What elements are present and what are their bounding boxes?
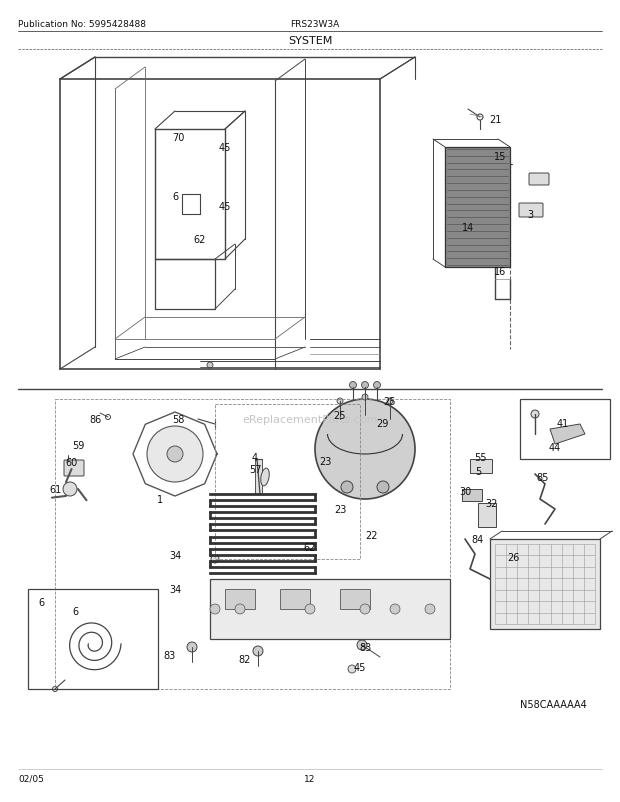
Circle shape <box>377 481 389 493</box>
Text: 44: 44 <box>549 443 561 452</box>
Circle shape <box>211 555 219 563</box>
Text: 29: 29 <box>376 419 388 428</box>
Text: 5: 5 <box>475 467 481 476</box>
Bar <box>470 460 492 473</box>
Text: 62: 62 <box>304 542 316 553</box>
Text: 55: 55 <box>474 452 486 463</box>
Bar <box>490 539 600 630</box>
Circle shape <box>63 482 77 496</box>
Circle shape <box>531 411 539 419</box>
Text: 3: 3 <box>527 210 533 220</box>
Bar <box>520 399 610 460</box>
Circle shape <box>425 604 435 614</box>
Circle shape <box>350 382 356 389</box>
Circle shape <box>337 399 343 404</box>
Text: 57: 57 <box>249 464 261 475</box>
Bar <box>340 589 370 610</box>
Text: FRS23W3A: FRS23W3A <box>290 20 339 29</box>
Circle shape <box>305 604 315 614</box>
Text: 59: 59 <box>72 440 84 451</box>
Circle shape <box>348 665 356 673</box>
Circle shape <box>373 382 381 389</box>
Text: 85: 85 <box>537 472 549 482</box>
Text: 84: 84 <box>472 534 484 545</box>
Circle shape <box>147 427 203 482</box>
Circle shape <box>357 640 367 650</box>
Text: 22: 22 <box>366 530 378 541</box>
Text: 02/05: 02/05 <box>18 774 44 783</box>
Circle shape <box>187 642 197 652</box>
FancyBboxPatch shape <box>529 174 549 186</box>
Text: 86: 86 <box>89 415 101 424</box>
Bar <box>478 504 496 528</box>
Circle shape <box>253 646 263 656</box>
FancyBboxPatch shape <box>519 204 543 217</box>
Text: 14: 14 <box>462 223 474 233</box>
Bar <box>28 589 158 689</box>
Circle shape <box>167 447 183 463</box>
Circle shape <box>207 363 213 369</box>
Bar <box>280 589 310 610</box>
Text: 12: 12 <box>304 774 316 783</box>
Text: 82: 82 <box>239 654 251 664</box>
Text: 30: 30 <box>459 486 471 496</box>
Bar <box>445 148 510 268</box>
Text: 45: 45 <box>219 202 231 212</box>
Circle shape <box>211 585 219 593</box>
Text: 60: 60 <box>66 457 78 468</box>
Bar <box>210 579 450 639</box>
Text: 70: 70 <box>172 133 184 143</box>
Text: 23: 23 <box>319 456 331 467</box>
Text: 45: 45 <box>354 662 366 672</box>
Text: 45: 45 <box>219 143 231 153</box>
Text: 25: 25 <box>384 396 396 407</box>
Text: 41: 41 <box>557 419 569 428</box>
Text: 23: 23 <box>334 504 346 514</box>
Text: 1: 1 <box>157 494 163 504</box>
Text: 58: 58 <box>172 415 184 424</box>
Text: 21: 21 <box>489 115 501 125</box>
Circle shape <box>361 382 368 389</box>
Text: Publication No: 5995428488: Publication No: 5995428488 <box>18 20 146 29</box>
Text: 6: 6 <box>172 192 178 202</box>
Text: 4: 4 <box>252 452 258 463</box>
Text: 15: 15 <box>494 152 506 162</box>
Polygon shape <box>550 424 585 444</box>
Text: eReplacementParts.com: eReplacementParts.com <box>242 415 378 424</box>
Circle shape <box>390 604 400 614</box>
Text: N58CAAAAA4: N58CAAAAA4 <box>520 699 587 709</box>
Text: 6: 6 <box>38 597 44 607</box>
Circle shape <box>360 604 370 614</box>
Text: 34: 34 <box>169 585 181 594</box>
Text: 16: 16 <box>494 267 506 277</box>
Circle shape <box>235 604 245 614</box>
Circle shape <box>387 399 393 404</box>
Ellipse shape <box>261 468 269 486</box>
Text: 26: 26 <box>507 553 519 562</box>
Text: 34: 34 <box>169 550 181 561</box>
Circle shape <box>341 481 353 493</box>
Text: 83: 83 <box>164 650 176 660</box>
Text: SYSTEM: SYSTEM <box>288 36 332 46</box>
Text: 62: 62 <box>194 235 206 245</box>
FancyBboxPatch shape <box>64 460 84 476</box>
Text: 83: 83 <box>359 642 371 652</box>
Text: 32: 32 <box>486 498 498 508</box>
Bar <box>462 489 482 501</box>
Circle shape <box>210 604 220 614</box>
Bar <box>255 460 262 494</box>
Text: 25: 25 <box>334 411 346 420</box>
Text: 61: 61 <box>49 484 61 494</box>
Bar <box>225 589 255 610</box>
Text: 6: 6 <box>72 606 78 616</box>
Circle shape <box>315 399 415 500</box>
Circle shape <box>362 395 368 400</box>
